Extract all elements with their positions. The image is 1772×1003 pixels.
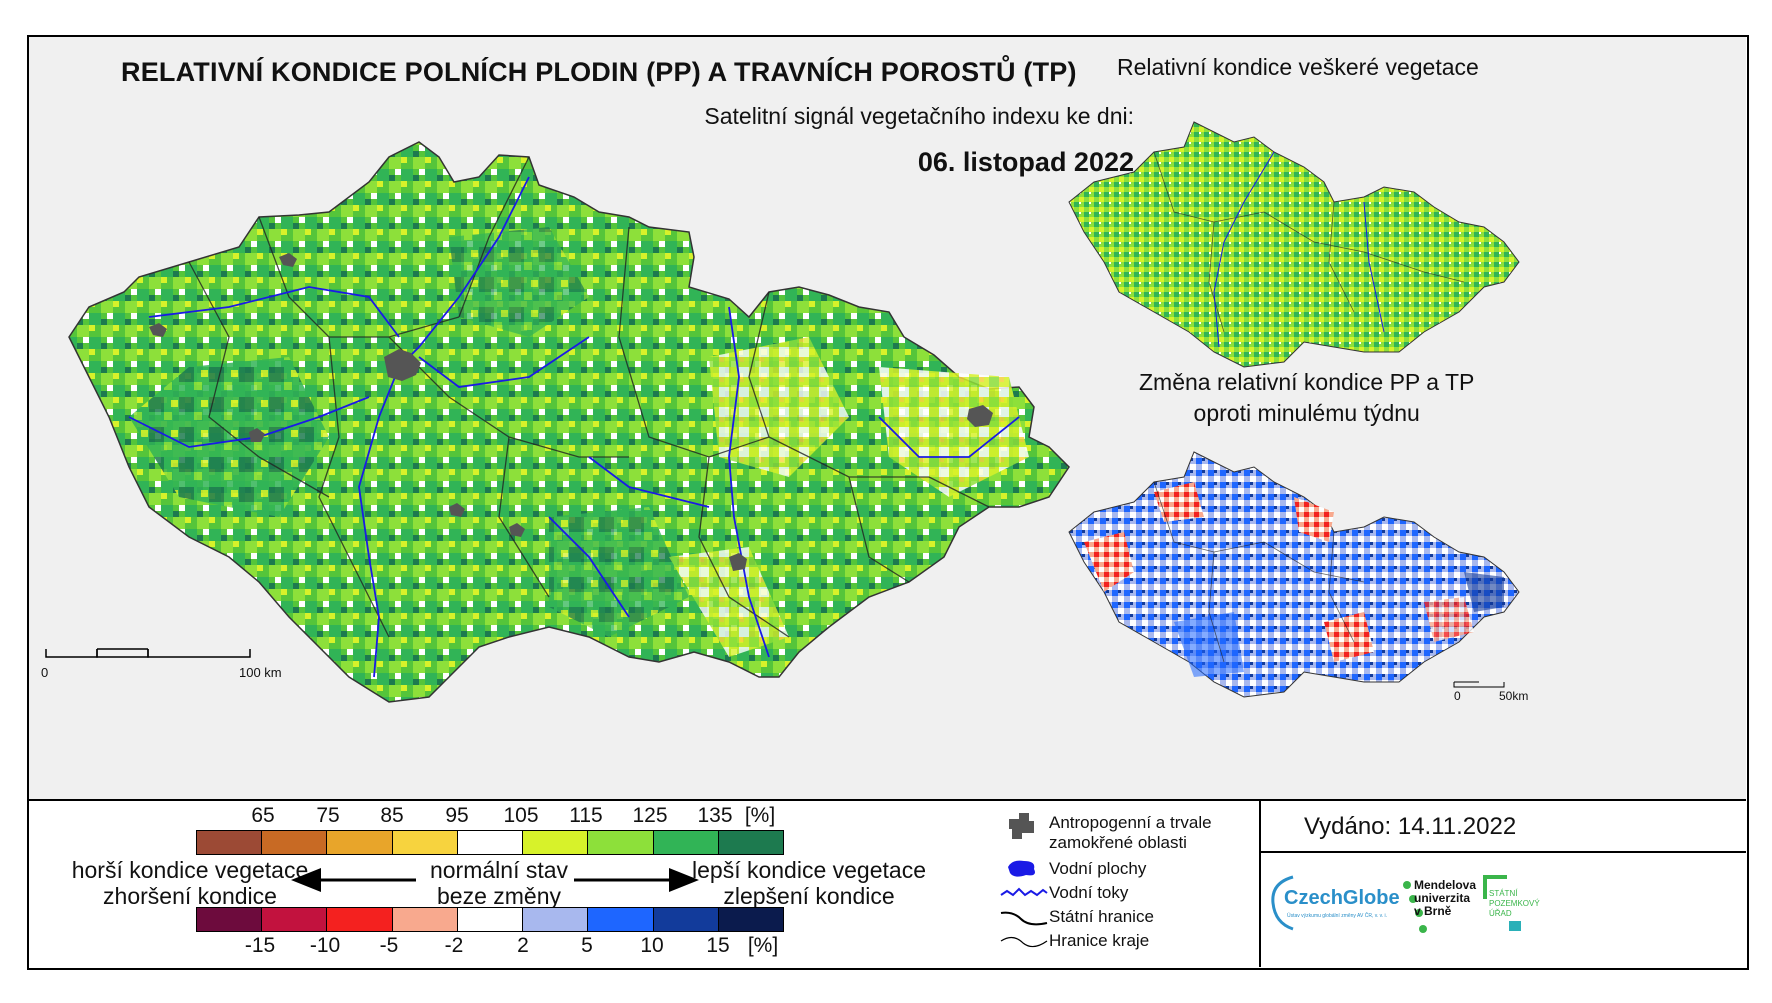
spu-line1: STÁTNÍ (1489, 889, 1518, 898)
spu-line2: POZEMKOVÝ (1489, 899, 1540, 908)
river-icon (1000, 887, 1048, 897)
map-panel: RELATIVNÍ KONDICE POLNÍCH PLODIN (PP) A … (29, 37, 1746, 801)
change-tick: 15 (706, 934, 730, 957)
region-border-icon (1000, 936, 1048, 948)
condition-color-swatch (588, 831, 654, 854)
legend-divider (1259, 801, 1261, 967)
issued-date: Vydáno: 14.11.2022 (1304, 813, 1517, 840)
anthropogenic-area-icon (1009, 813, 1034, 839)
issued-divider (1259, 851, 1746, 853)
worse-line2: zhoršení kondice (103, 883, 277, 909)
change-color-swatch (718, 908, 783, 931)
anthropogenic-label: Antropogenní a trvale zamokřené oblasti (1049, 813, 1212, 853)
spu-logo: STÁTNÍ POZEMKOVÝ ÚŘAD (1489, 889, 1540, 919)
condition-unit: [%] (744, 804, 776, 827)
arrow-right-icon (574, 868, 699, 892)
condition-colorbar (196, 830, 784, 855)
condition-color-swatch (262, 831, 328, 854)
inset-vegetation-title: Relativní kondice veškeré vegetace (1117, 54, 1479, 80)
change-color-swatch (327, 908, 393, 931)
legend-area: 65 75 85 95 105 115 125 135 [%] horší ko… (29, 801, 1746, 969)
czechglobe-logo-icon (1271, 875, 1294, 931)
condition-tick: 115 (569, 804, 603, 827)
change-color-swatch (392, 908, 458, 931)
anthropogenic-line1: Antropogenní a trvale (1049, 813, 1212, 832)
inset-change-title-line1: Změna relativní kondice PP a TP (1139, 369, 1475, 395)
change-tick: 2 (517, 934, 529, 957)
condition-tick: 135 (697, 804, 733, 827)
condition-color-swatch (523, 831, 589, 854)
normal-line1: normální stav (429, 857, 569, 883)
change-unit: [%] (747, 934, 779, 957)
anthropogenic-line2: zamokřené oblasti (1049, 833, 1187, 852)
czechglobe-logo: CzechGlobe (1284, 887, 1400, 909)
czechglobe-subtitle: Ústav výzkumu globální změny AV ČR, v. v… (1287, 913, 1388, 919)
change-color-swatch (588, 908, 654, 931)
inset-change-title: Změna relativní kondice PP a TP oproti m… (1139, 367, 1474, 429)
change-tick: 10 (640, 934, 664, 957)
worse-line1: horší kondice vegetace (71, 857, 309, 883)
change-tick: -15 (244, 934, 276, 957)
condition-color-swatch (327, 831, 393, 854)
change-tick: 5 (581, 934, 593, 957)
condition-tick: 65 (251, 804, 275, 827)
condition-color-swatch (718, 831, 783, 854)
map-title: RELATIVNÍ KONDICE POLNÍCH PLODIN (PP) A … (121, 57, 1077, 87)
condition-color-swatch (653, 831, 719, 854)
change-color-swatch (262, 908, 328, 931)
worse-description: horší kondice vegetace zhoršení kondice (59, 857, 321, 909)
change-color-swatch (457, 908, 524, 931)
condition-color-swatch (392, 831, 458, 854)
change-tick: -2 (444, 934, 464, 957)
main-scale-start: 0 (41, 665, 49, 680)
mendel-line2: univerzita (1414, 891, 1471, 905)
map-frame: RELATIVNÍ KONDICE POLNÍCH PLODIN (PP) A … (27, 35, 1749, 970)
water-body-icon (1008, 860, 1035, 877)
state-border-label: Státní hranice (1049, 907, 1154, 926)
better-line1: lepší kondice vegetace (692, 857, 926, 883)
condition-tick: 125 (632, 804, 668, 827)
main-scale-end: 100 km (239, 665, 282, 680)
map-subtitle: Satelitní signál vegetačního indexu ke d… (704, 103, 1134, 129)
condition-tick: 85 (380, 804, 404, 827)
normal-line2: beze změny (436, 883, 561, 909)
inset-change-map (1068, 451, 1520, 698)
condition-color-swatch (197, 831, 263, 854)
condition-tick: 75 (316, 804, 340, 827)
spu-logo-icon (1483, 875, 1521, 931)
inset-change-title-line2: oproti minulému týdnu (1193, 400, 1420, 426)
condition-tick: 105 (503, 804, 539, 827)
inset-scale-bar (1453, 681, 1505, 688)
change-colorbar (196, 907, 784, 932)
mendel-line1: Mendelova (1414, 878, 1477, 892)
state-border-icon (1000, 911, 1048, 926)
inset-scale-end: 50km (1499, 689, 1529, 703)
inset-vegetation-map (1068, 121, 1520, 368)
arrow-left-icon (291, 868, 416, 892)
condition-color-swatch (457, 831, 524, 854)
change-tick: -10 (309, 934, 341, 957)
change-color-swatch (197, 908, 263, 931)
better-description: lepší kondice vegetace zlepšení kondice (689, 857, 929, 909)
map-date: 06. listopad 2022 (917, 147, 1134, 177)
rivers-label: Vodní toky (1049, 883, 1129, 902)
normal-description: normální stav beze změny (409, 857, 589, 909)
change-tick: -5 (379, 934, 399, 957)
mendel-logo-icon (1403, 881, 1427, 933)
mendel-line3: v Brně (1414, 904, 1452, 918)
change-color-swatch (523, 908, 589, 931)
mendel-logo: Mendelova univerzita v Brně (1414, 879, 1476, 918)
better-line2: zlepšení kondice (723, 883, 895, 909)
inset-scale-start: 0 (1454, 689, 1461, 703)
water-bodies-label: Vodní plochy (1049, 859, 1147, 878)
region-border-label: Hranice kraje (1049, 931, 1150, 950)
main-scale-bar (45, 648, 251, 658)
spu-line3: ÚŘAD (1489, 909, 1512, 918)
change-color-swatch (653, 908, 719, 931)
main-map-czech-republic (45, 141, 1070, 703)
condition-tick: 95 (445, 804, 469, 827)
